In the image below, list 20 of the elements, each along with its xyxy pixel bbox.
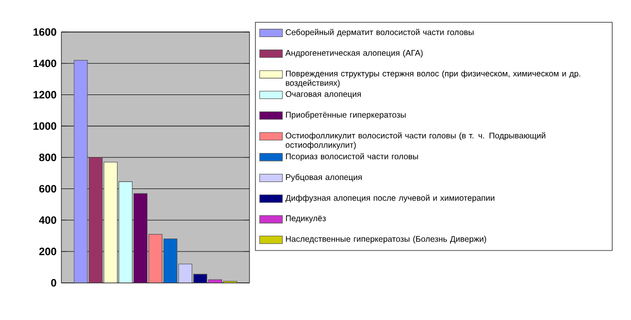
y-tick-label: 800 <box>39 154 56 162</box>
legend-label: Остиофолликулит волосистой части головы (в т. ч. Подрывающий остиофолликулит) <box>286 132 546 150</box>
legend-label: Педикулёз <box>286 215 326 223</box>
y-tick-label: 400 <box>39 216 56 224</box>
legend-label: Диффузная алопеция после лучевой и химиотерапии <box>285 194 494 202</box>
legend-label: Наследственные гиперкератозы (Болезнь Дивержи) <box>286 236 486 244</box>
y-tick-label: 600 <box>39 184 56 192</box>
y-tick-label: 1600 <box>34 28 56 36</box>
legend-label: Очаговая алопеция <box>286 90 361 98</box>
y-tick-label: 200 <box>39 248 56 256</box>
y-tick-label: 1200 <box>34 90 56 98</box>
legend-label: Себорейный дерматит волосистой части головы <box>286 28 474 37</box>
legend-label: Псориаз волосистой части головы <box>286 153 418 161</box>
y-tick-label: 0 <box>51 278 56 287</box>
y-tick-label: 1400 <box>34 60 56 68</box>
legend-label: Повреждения структуры стержня волос (при физическом, химическом и др. воздействиях) <box>286 70 580 88</box>
legend-label: Андрогенетическая алопеция (АГА) <box>285 50 423 58</box>
y-tick-label: 1000 <box>34 122 56 130</box>
legend-label: Приобретённые гиперкератозы <box>286 111 406 120</box>
legend-label: Рубцовая алопеция <box>286 174 362 182</box>
